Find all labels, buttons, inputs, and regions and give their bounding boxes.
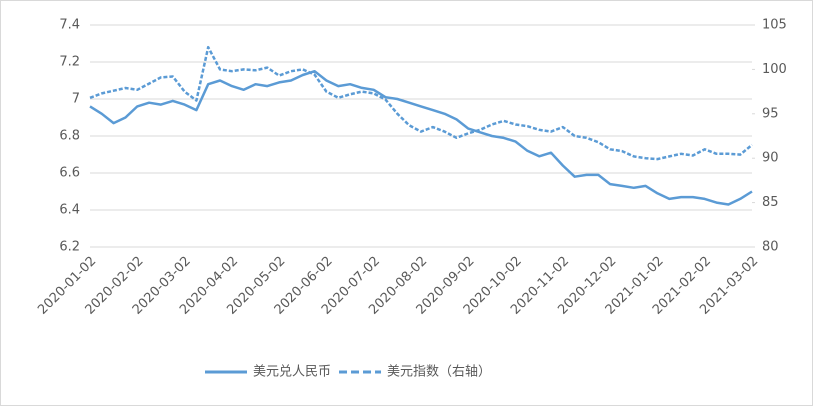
series-line <box>89 45 753 161</box>
y2-tick-label: 85 <box>762 195 779 210</box>
y-tick-label: 6.8 <box>59 129 80 144</box>
y-tick-label: 6.4 <box>59 203 80 218</box>
y-tick-label: 6.6 <box>59 166 80 181</box>
y-tick-label: 7.2 <box>59 55 80 70</box>
y2-tick-label: 90 <box>762 151 779 166</box>
y2-tick-label: 100 <box>762 62 787 77</box>
y2-tick-label: 80 <box>762 240 779 255</box>
legend-label: 美元兑人民币 <box>253 365 331 380</box>
y2-tick-label: 105 <box>762 18 787 33</box>
y-tick-label: 7.4 <box>59 18 80 33</box>
y2-tick-label: 95 <box>762 106 779 121</box>
y-tick-label: 6.2 <box>59 240 80 255</box>
y-tick-label: 7 <box>72 92 80 107</box>
series-line <box>89 69 753 206</box>
legend-label: 美元指数（右轴） <box>387 365 491 380</box>
